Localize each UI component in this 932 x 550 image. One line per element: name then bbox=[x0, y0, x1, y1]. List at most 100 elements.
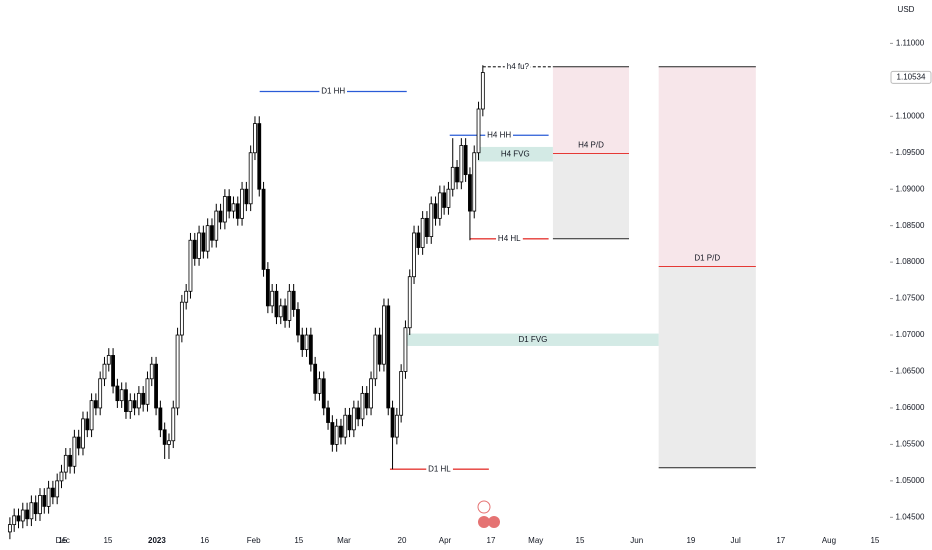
zone-label: D1 FVG bbox=[518, 335, 547, 344]
candle-body bbox=[283, 305, 287, 321]
y-tick-label: 1.10000 bbox=[896, 111, 925, 120]
fvg-zone bbox=[407, 333, 659, 346]
candle-body bbox=[373, 334, 378, 380]
event-icon bbox=[477, 500, 491, 514]
x-tick-label: 17 bbox=[487, 536, 496, 545]
candle-body bbox=[145, 378, 150, 405]
x-tick-label: Jul bbox=[731, 536, 741, 545]
candle-body bbox=[81, 418, 85, 449]
candle-body bbox=[235, 203, 240, 219]
candle-body bbox=[347, 414, 352, 431]
candle-body bbox=[240, 188, 244, 219]
candle-body bbox=[248, 152, 253, 205]
axis-label: USD bbox=[898, 5, 915, 14]
y-tick-label: 1.11000 bbox=[896, 38, 925, 47]
candle-body bbox=[231, 203, 236, 212]
x-tick-label: Aug bbox=[822, 536, 836, 545]
discount-zone bbox=[552, 153, 630, 239]
candle-body bbox=[222, 196, 227, 223]
candle-body bbox=[128, 400, 133, 412]
level-label: h4 fu? bbox=[507, 62, 530, 71]
candle-body bbox=[291, 290, 296, 310]
candle-body bbox=[274, 290, 279, 318]
candle-body bbox=[304, 334, 309, 351]
candle-body bbox=[356, 407, 361, 420]
candle-body bbox=[162, 429, 167, 445]
candle-body bbox=[394, 414, 399, 438]
candle-body bbox=[227, 196, 232, 212]
candle-body bbox=[416, 232, 421, 248]
candle-body bbox=[412, 232, 416, 278]
x-tick-label: Jun bbox=[630, 536, 643, 545]
candle-body bbox=[98, 378, 103, 409]
candle-body bbox=[450, 166, 455, 190]
x-tick-label: 15 bbox=[294, 536, 303, 545]
candle-body bbox=[429, 203, 434, 238]
candle-body bbox=[25, 509, 29, 520]
candle-body bbox=[265, 269, 270, 307]
candle-body bbox=[339, 425, 343, 438]
x-tick-label: 15 bbox=[870, 536, 879, 545]
candle-body bbox=[197, 232, 201, 259]
candle-body bbox=[468, 174, 472, 212]
candle-body bbox=[167, 440, 171, 445]
candle-body bbox=[7, 524, 12, 533]
flag-icon bbox=[488, 516, 500, 528]
candle-body bbox=[59, 471, 64, 482]
price-label: 1.10534 bbox=[897, 72, 926, 81]
candle-body bbox=[16, 515, 21, 522]
candle-body bbox=[42, 495, 47, 507]
candle-body bbox=[390, 407, 395, 438]
candle-body bbox=[360, 392, 365, 420]
candle-body bbox=[89, 400, 94, 431]
candle-body bbox=[407, 276, 412, 329]
premium-zone bbox=[658, 66, 756, 267]
candle-body bbox=[214, 210, 219, 241]
candle-body bbox=[463, 145, 468, 176]
y-tick-label: 1.09000 bbox=[896, 184, 925, 193]
x-tick-label: Feb bbox=[247, 536, 261, 545]
candle-body bbox=[33, 502, 38, 515]
x-tick-label: 15 bbox=[58, 536, 67, 545]
candle-body bbox=[115, 385, 120, 402]
candle-body bbox=[124, 389, 128, 412]
level-label: H4 HL bbox=[498, 234, 521, 243]
x-tick-label: Mar bbox=[337, 536, 351, 545]
candle-body bbox=[184, 290, 189, 303]
y-tick-label: 1.08500 bbox=[896, 221, 925, 230]
x-tick-label: May bbox=[528, 536, 543, 545]
candle-body bbox=[459, 145, 464, 183]
zone-label: H4 FVG bbox=[501, 149, 530, 158]
candle-body bbox=[253, 123, 257, 154]
candle-body bbox=[205, 225, 210, 252]
candle-body bbox=[433, 203, 438, 219]
candle-body bbox=[476, 108, 481, 154]
candle-body bbox=[313, 363, 318, 394]
flag-icon bbox=[478, 516, 490, 528]
candle-body bbox=[38, 495, 42, 515]
candle-body bbox=[480, 72, 485, 110]
candle-body bbox=[102, 363, 107, 380]
candle-body bbox=[403, 327, 408, 372]
y-tick-label: 1.05000 bbox=[896, 476, 925, 485]
candle-body bbox=[364, 392, 369, 409]
candle-body bbox=[446, 188, 451, 208]
candle-body bbox=[46, 487, 51, 507]
candle-body bbox=[85, 418, 90, 431]
candle-body bbox=[343, 414, 348, 438]
discount-zone bbox=[658, 266, 756, 468]
x-tick-label: 19 bbox=[686, 536, 695, 545]
candle-body bbox=[296, 309, 300, 336]
candle-body bbox=[442, 192, 447, 208]
candle-body bbox=[132, 400, 137, 409]
candle-body bbox=[136, 392, 141, 409]
x-tick-label: 16 bbox=[200, 536, 209, 545]
candle-body bbox=[201, 232, 206, 252]
candle-body bbox=[308, 334, 313, 365]
y-tick-label: 1.09500 bbox=[896, 148, 925, 157]
y-tick-label: 1.07000 bbox=[896, 330, 925, 339]
candle-body bbox=[55, 480, 60, 498]
candle-body bbox=[171, 407, 176, 442]
candle-body bbox=[149, 363, 154, 380]
